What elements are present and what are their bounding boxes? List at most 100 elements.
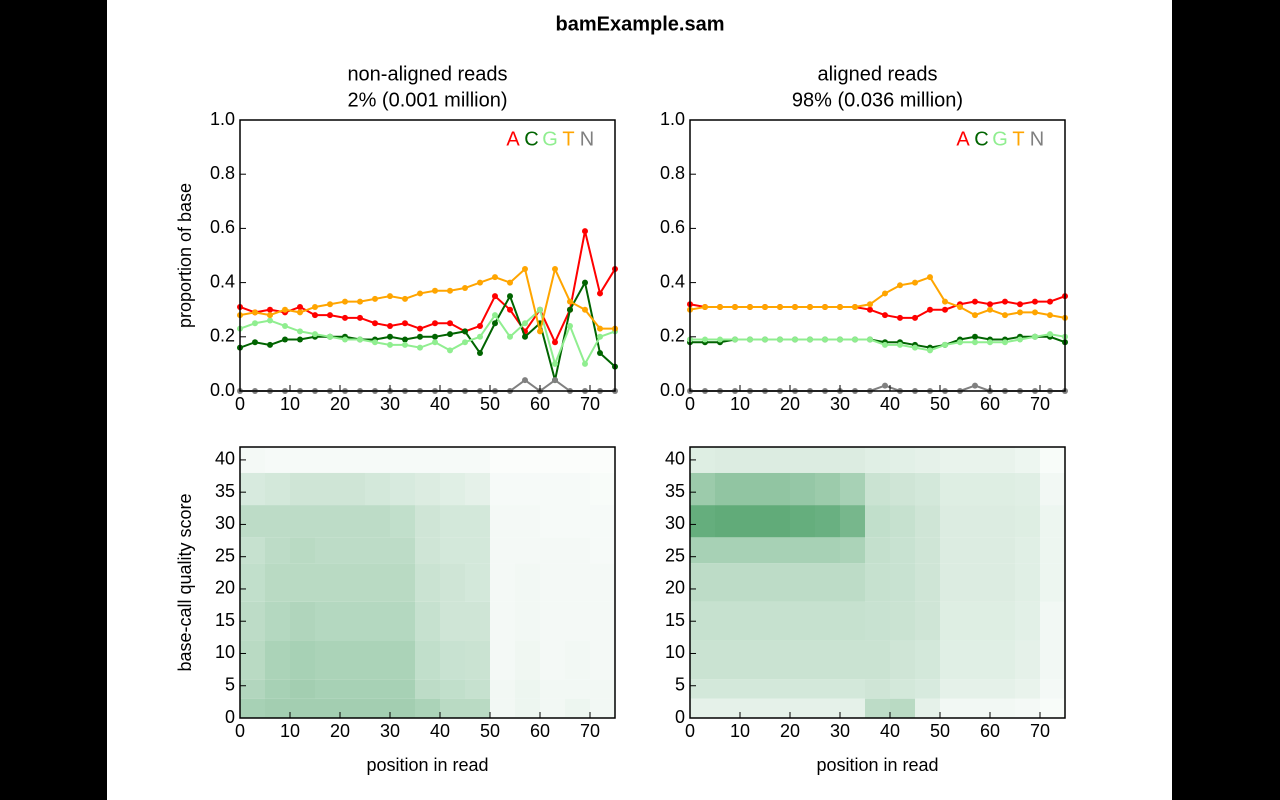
series-point [387,322,393,329]
heat-cell [990,505,1015,538]
heat-cell [415,472,440,506]
heat-cell [390,505,415,538]
series-point [267,312,273,319]
y-tick-label: 25 [665,545,685,565]
series-point [267,317,273,324]
heat-cell [465,640,490,680]
heat-cell [365,698,390,718]
series-point [417,344,423,351]
y-tick-label: 1.0 [210,109,235,129]
series-point [882,382,888,389]
heat-cell [490,679,515,699]
x-tick-label: 0 [685,721,695,741]
heat-cell [1015,563,1040,602]
heat-cell [265,698,290,718]
heat-cell [415,601,440,641]
heat-cell [965,563,990,602]
series-point [492,320,498,327]
series-point [852,303,858,310]
heat-cell [565,505,590,538]
series-point [537,306,543,313]
y-tick-label: 0.6 [660,217,685,237]
heat-cell [415,698,440,718]
heat-cell [815,698,840,718]
series-point [402,295,408,302]
heat-cell [440,537,465,564]
series-point [747,336,753,343]
heat-cell [740,640,765,680]
heat-cell [340,472,365,506]
series-point [912,344,918,351]
heat-cell [690,537,715,564]
series-point [972,312,978,319]
heat-cell [390,472,415,506]
legend-entry: G [992,128,1008,150]
legend-entry: N [1030,128,1044,150]
series-point [507,306,513,313]
x-axis-label: position in read [816,755,938,775]
heat-cell [565,640,590,680]
heat-cell [315,601,340,641]
heat-cell [240,537,265,564]
y-tick-label: 35 [665,481,685,501]
series-point [312,303,318,310]
x-tick-label: 50 [930,394,950,414]
heat-cell [365,447,390,473]
heat-cell [490,640,515,680]
heat-cell [890,537,915,564]
heat-cell [765,679,790,699]
series-point [882,290,888,297]
axes-frame [689,446,1066,719]
heat-cell [565,601,590,641]
series-point [942,298,948,305]
heat-cell [790,505,815,538]
heat-cell [290,537,315,564]
heat-cell [965,472,990,506]
series-point [597,325,603,332]
heat-cell [340,698,365,718]
series-point [897,282,903,289]
series-point [987,301,993,308]
heat-cell [815,640,840,680]
heat-cell [315,472,340,506]
x-tick-label: 30 [830,394,850,414]
series-point [717,336,723,343]
heat-cell [890,447,915,473]
heat-cell [690,472,715,506]
heat-cell [290,472,315,506]
heat-cell [390,601,415,641]
legend-entry: N [580,128,594,150]
heat-cell [1040,679,1065,699]
x-tick-label: 10 [730,721,750,741]
heat-cell [915,601,940,641]
heat-cell [490,505,515,538]
x-tick-label: 20 [330,721,350,741]
series-point [447,287,453,294]
series-point [1017,301,1023,308]
series-point [912,279,918,286]
heat-cell [265,537,290,564]
heat-cell [365,640,390,680]
heat-cell [815,472,840,506]
heat-cell [840,679,865,699]
series-point [282,336,288,343]
series-point [447,320,453,327]
series-point [702,336,708,343]
series-point [1047,298,1053,305]
y-tick-label: 40 [215,449,235,469]
axes-frame [239,446,616,719]
heat-cell [715,505,740,538]
heat-cell [590,640,615,680]
heat-cell [515,505,540,538]
heat-cell [965,698,990,718]
series-point [522,266,528,273]
heat-cell [415,447,440,473]
series-point [492,274,498,281]
heat-cell [940,640,965,680]
heat-cell [315,505,340,538]
series-point [417,290,423,297]
heat-cell [715,537,740,564]
heat-cell [890,601,915,641]
series-point [402,320,408,327]
series-point [942,306,948,313]
